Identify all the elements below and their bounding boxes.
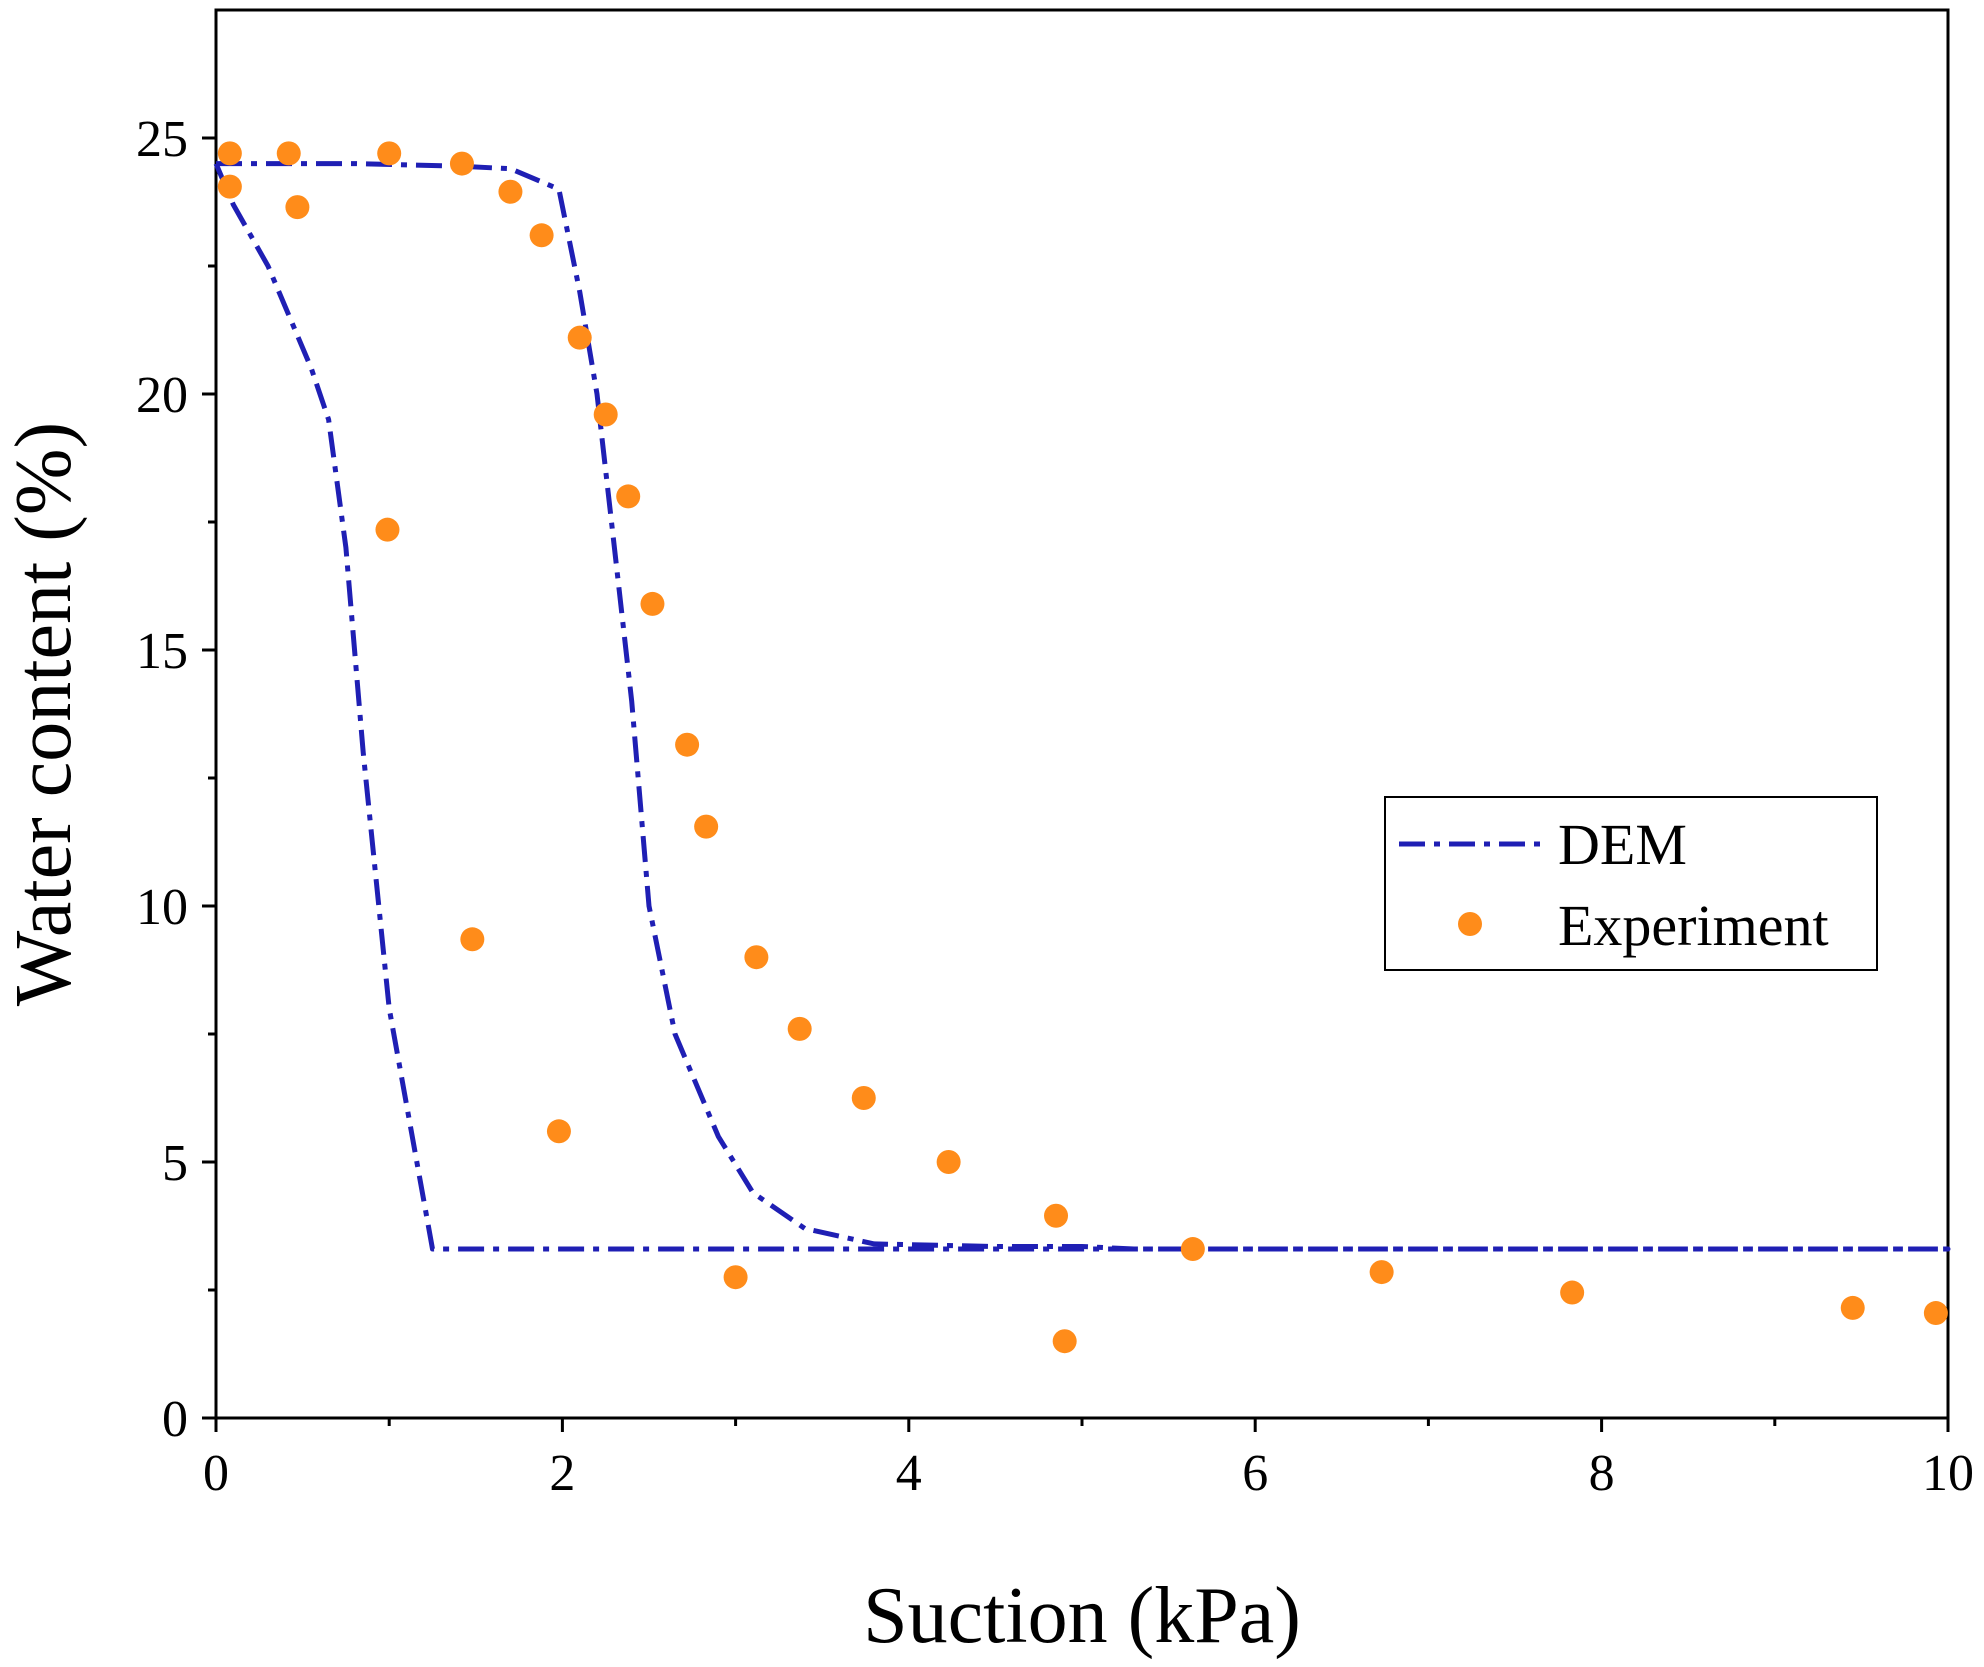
experiment-point [1052,1329,1077,1354]
experiment-point [449,151,474,176]
experiment-point [217,174,242,199]
y-axis-title: Water content (%) [0,422,88,1006]
x-axis-title: Suction (kPa) [863,1572,1301,1660]
experiment-point [675,732,700,757]
y-tick-label: 0 [162,1391,188,1448]
experiment-point [1923,1301,1948,1326]
experiment-point [616,484,641,509]
experiment-point [640,591,665,616]
experiment-point [787,1016,812,1041]
dem-line [213,161,1951,1252]
experiment-point [723,1265,748,1290]
experiment-point [529,223,554,248]
plot-frame [214,8,1950,1420]
x-tick-label: 0 [203,1445,229,1502]
experiment-point [498,179,523,204]
x-tick-label: 10 [1922,1445,1974,1502]
legend-label-dem: DEM [1558,812,1687,877]
experiment-point [567,325,592,350]
experiment-point [217,141,242,166]
legend: DEM Experiment [1384,796,1878,971]
experiment-point [744,945,769,970]
x-tick-label: 2 [549,1445,575,1502]
experiment-point [276,141,301,166]
x-tick-label: 4 [896,1445,922,1502]
experiment-point [936,1150,961,1174]
plot-border [214,8,1950,1420]
experiment-point [1180,1237,1205,1262]
y-tick-label: 15 [136,623,188,680]
experiment-point [285,195,310,220]
experiment-point [1044,1203,1069,1228]
experiment-point [851,1086,876,1110]
x-tick-label: 8 [1589,1445,1615,1502]
experiment-point [377,141,402,166]
experiment-point [1369,1260,1394,1285]
y-tick-label: 10 [136,879,188,936]
experiment-point [1840,1295,1865,1320]
tick-labels: 0 2 4 6 8 10 0 5 10 15 20 25 [136,111,1974,1502]
x-tick-label: 6 [1242,1445,1268,1502]
legend-label-experiment: Experiment [1558,893,1829,958]
y-tick-label: 20 [136,367,188,424]
series-layer [213,141,1951,1354]
experiment-point [460,927,485,952]
experiment-point [593,402,618,427]
experiment-point [694,814,719,839]
y-tick-label: 5 [162,1135,188,1192]
experiment-point [1560,1280,1585,1305]
axis-ticks [202,136,1950,1432]
y-tick-label: 25 [136,111,188,168]
experiment-point [546,1119,571,1144]
legend-box [1384,796,1878,971]
legend-experiment-marker-sample [1458,912,1482,936]
experiment-point [375,517,400,542]
